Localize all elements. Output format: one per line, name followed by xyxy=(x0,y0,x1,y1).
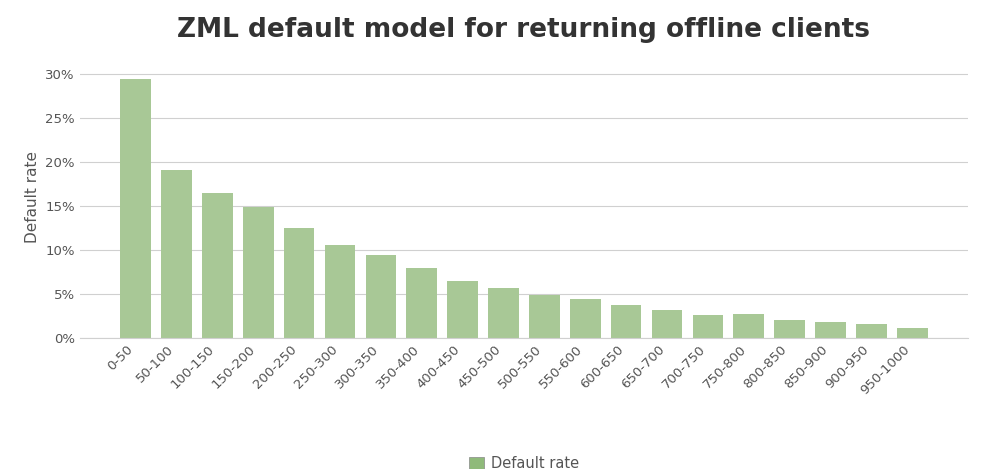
Bar xyxy=(488,287,519,338)
Y-axis label: Default rate: Default rate xyxy=(25,151,40,243)
Bar xyxy=(897,328,928,338)
Bar xyxy=(161,170,192,338)
Bar xyxy=(774,320,805,338)
Bar xyxy=(283,228,314,338)
Bar xyxy=(611,305,642,338)
Bar xyxy=(120,79,151,338)
Bar xyxy=(529,295,560,338)
Bar xyxy=(856,325,887,338)
Bar xyxy=(324,245,355,338)
Title: ZML default model for returning offline clients: ZML default model for returning offline … xyxy=(178,17,870,43)
Bar xyxy=(693,315,724,338)
Bar xyxy=(652,310,683,338)
Bar xyxy=(202,193,233,338)
Bar xyxy=(365,255,396,338)
Bar xyxy=(815,322,846,338)
Bar xyxy=(243,207,273,338)
Bar xyxy=(570,299,601,338)
Bar xyxy=(734,314,764,338)
Bar xyxy=(447,280,478,338)
Legend: Default rate: Default rate xyxy=(463,450,585,469)
Bar xyxy=(406,268,437,338)
